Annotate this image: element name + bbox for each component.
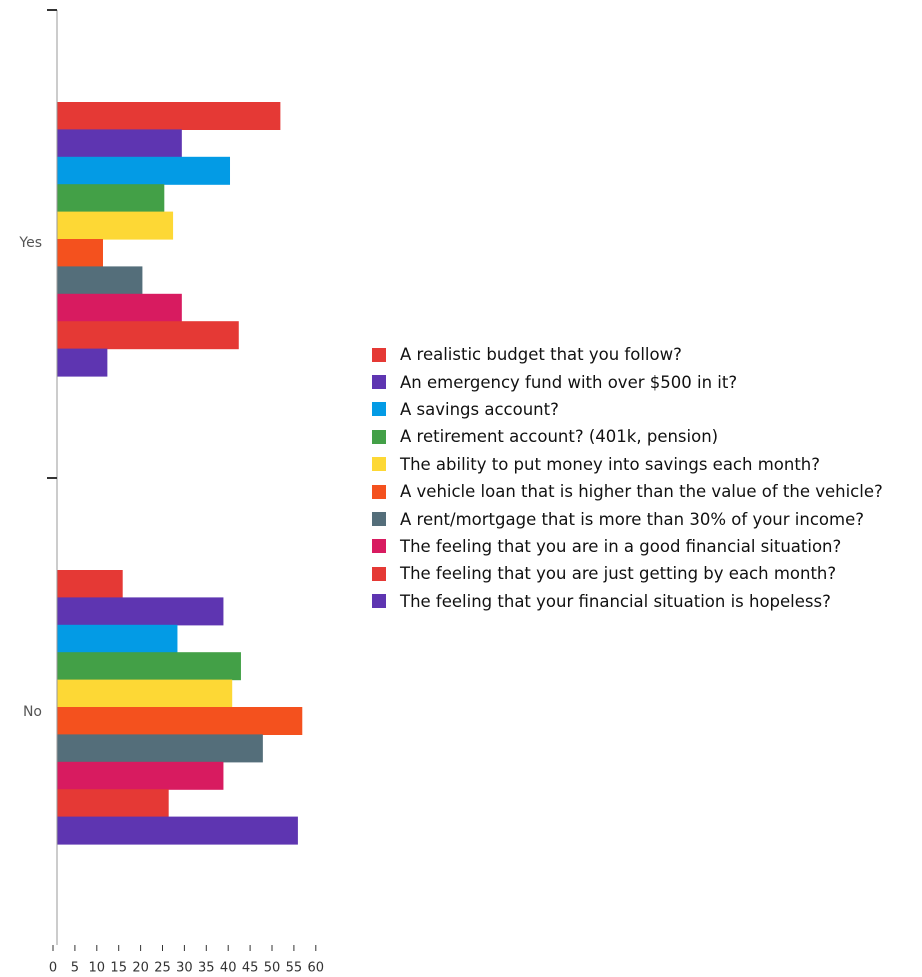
x-tick-label: 20 — [132, 961, 149, 976]
x-tick-label: 0 — [49, 961, 57, 976]
bar-no-9 — [57, 789, 169, 818]
legend-item: The feeling that you are in a good finan… — [372, 533, 883, 560]
legend-swatch — [372, 347, 386, 362]
legend-label: A vehicle loan that is higher than the v… — [400, 482, 883, 502]
legend-swatch — [372, 457, 386, 472]
category-label-yes: Yes — [18, 235, 42, 251]
x-tick-label: 15 — [110, 961, 127, 976]
legend-swatch — [372, 402, 386, 417]
legend-item: The feeling that you are just getting by… — [372, 560, 883, 587]
bar-no-3 — [57, 624, 178, 653]
legend-swatch — [372, 484, 386, 499]
x-tick-label: 45 — [242, 961, 259, 976]
legend-swatch — [372, 375, 386, 390]
x-tick-label: 5 — [71, 961, 79, 976]
legend-item: A vehicle loan that is higher than the v… — [372, 478, 883, 505]
legend-label: The feeling that you are in a good finan… — [400, 536, 842, 556]
legend-label: A retirement account? (401k, pension) — [400, 427, 719, 447]
x-tick-label: 55 — [286, 961, 303, 976]
bar-yes-4 — [57, 184, 165, 213]
bar-no-7 — [57, 734, 263, 763]
legend-item: A rent/mortgage that is more than 30% of… — [372, 505, 883, 532]
bar-no-10 — [57, 816, 298, 845]
bar-yes-5 — [57, 211, 174, 240]
legend-label: A realistic budget that you follow? — [400, 345, 682, 365]
bar-no-4 — [57, 652, 241, 681]
bar-no-2 — [57, 597, 224, 626]
x-tick-label: 35 — [198, 961, 215, 976]
x-tick-label: 30 — [176, 961, 193, 976]
bars-group — [57, 102, 303, 845]
bar-no-6 — [57, 707, 303, 735]
x-tick-label: 40 — [220, 961, 237, 976]
category-label-no: No — [23, 704, 42, 720]
legend-label: The feeling that you are just getting by… — [400, 564, 837, 584]
legend-label: A savings account? — [400, 399, 559, 419]
x-tick-label: 60 — [308, 961, 325, 976]
legend-label: The feeling that your financial situatio… — [400, 591, 831, 611]
legend-swatch — [372, 539, 386, 554]
bar-no-8 — [57, 761, 224, 790]
bar-yes-10 — [57, 348, 108, 377]
bar-yes-6 — [57, 239, 103, 267]
legend-item: A realistic budget that you follow? — [372, 341, 883, 368]
chart-legend: A realistic budget that you follow? An em… — [372, 341, 883, 615]
legend-swatch — [372, 512, 386, 527]
legend-item: The feeling that your financial situatio… — [372, 588, 883, 615]
legend-item: A savings account? — [372, 396, 883, 423]
bar-no-1 — [57, 570, 123, 598]
x-tick-label: 10 — [89, 961, 106, 976]
bar-yes-9 — [57, 321, 239, 350]
legend-item: An emergency fund with over $500 in it? — [372, 368, 883, 395]
legend-swatch — [372, 566, 386, 581]
bar-yes-1 — [57, 102, 281, 130]
bar-yes-3 — [57, 156, 231, 185]
bar-yes-2 — [57, 129, 182, 158]
legend-item: A retirement account? (401k, pension) — [372, 423, 883, 450]
legend-swatch — [372, 429, 386, 444]
legend-label: The ability to put money into savings ea… — [400, 454, 821, 474]
legend-label: An emergency fund with over $500 in it? — [400, 372, 738, 392]
bar-no-5 — [57, 679, 233, 708]
legend-swatch — [372, 594, 386, 609]
legend-label: A rent/mortgage that is more than 30% of… — [400, 509, 864, 529]
bar-yes-7 — [57, 266, 143, 295]
x-tick-label: 50 — [264, 961, 281, 976]
bar-yes-8 — [57, 293, 182, 322]
axes-group: Yes No 0 5 10 15 20 25 30 35 40 45 50 55 60 — [18, 9, 325, 976]
legend-item: The ability to put money into savings ea… — [372, 451, 883, 478]
x-tick-label: 25 — [154, 961, 171, 976]
